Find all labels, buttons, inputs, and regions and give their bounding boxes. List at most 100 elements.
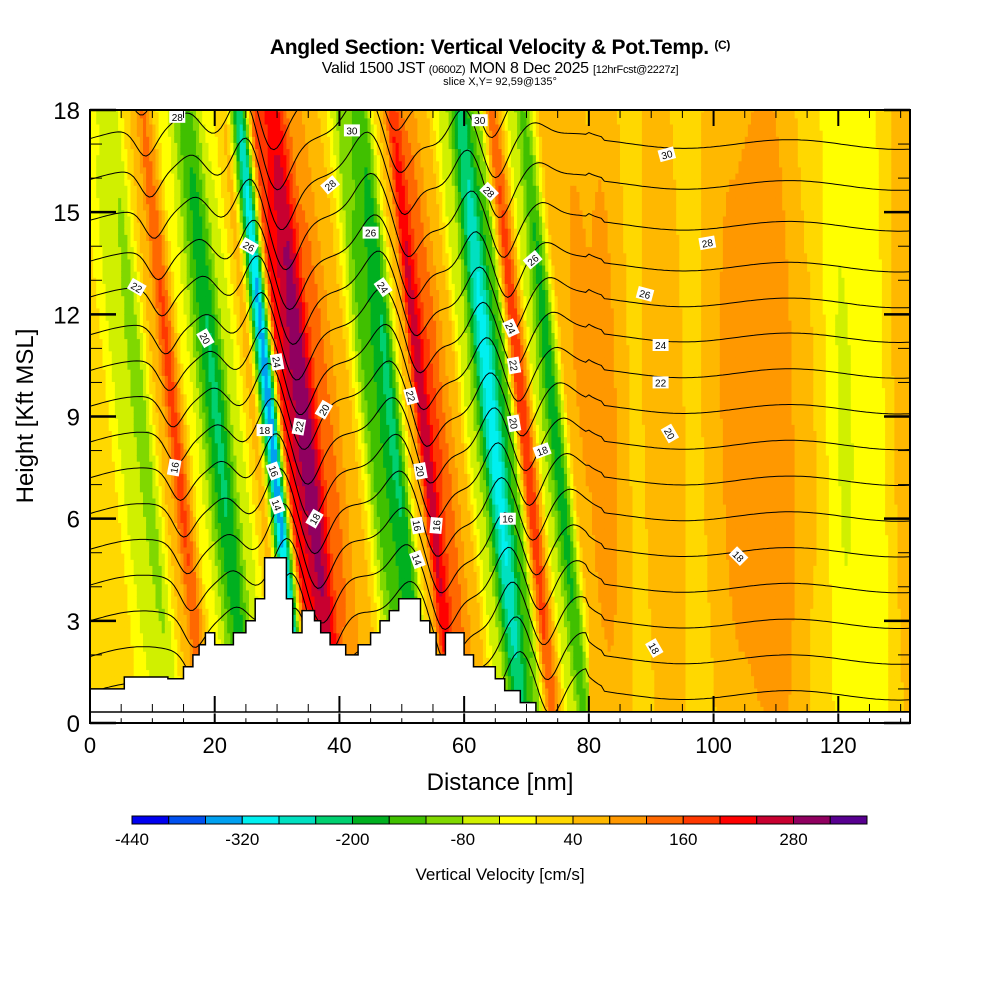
velocity-cell xyxy=(168,179,172,186)
velocity-cell xyxy=(149,167,153,174)
velocity-cell xyxy=(96,149,100,156)
velocity-cell xyxy=(202,253,206,260)
velocity-cell xyxy=(168,590,172,597)
velocity-cell xyxy=(115,118,119,125)
velocity-cell xyxy=(149,290,153,297)
velocity-cell xyxy=(218,486,222,493)
velocity-cell xyxy=(237,308,241,315)
velocity-cell xyxy=(237,492,241,499)
velocity-cell xyxy=(202,572,206,579)
velocity-cell xyxy=(237,541,241,548)
velocity-cell xyxy=(131,670,135,677)
velocity-cell xyxy=(218,633,222,640)
velocity-cell xyxy=(168,572,172,579)
velocity-cell xyxy=(96,498,100,505)
velocity-cell xyxy=(218,602,222,609)
velocity-cell xyxy=(96,388,100,395)
velocity-cell xyxy=(202,424,206,431)
velocity-cell xyxy=(218,516,222,523)
velocity-cell xyxy=(202,602,206,609)
velocity-cell xyxy=(96,259,100,266)
velocity-cell xyxy=(115,265,119,272)
velocity-cell xyxy=(168,155,172,162)
velocity-cell xyxy=(96,124,100,131)
velocity-cell xyxy=(131,614,135,621)
velocity-cell xyxy=(184,621,188,628)
velocity-cell xyxy=(202,565,206,572)
velocity-cell xyxy=(168,651,172,658)
velocity-cell xyxy=(218,412,222,419)
velocity-cell xyxy=(115,639,119,646)
velocity-cell xyxy=(202,112,206,119)
velocity-cell xyxy=(237,480,241,487)
velocity-cell xyxy=(149,510,153,517)
velocity-cell xyxy=(168,559,172,566)
velocity-cell xyxy=(184,522,188,529)
velocity-cell xyxy=(237,608,241,615)
velocity-cell xyxy=(237,265,241,272)
velocity-cell xyxy=(96,449,100,456)
velocity-cell xyxy=(237,424,241,431)
velocity-cell xyxy=(218,204,222,211)
velocity-cell xyxy=(96,553,100,560)
velocity-cell xyxy=(218,265,222,272)
velocity-cell xyxy=(168,381,172,388)
velocity-cell xyxy=(202,369,206,376)
velocity-cell xyxy=(131,443,135,450)
velocity-cell xyxy=(168,339,172,346)
velocity-cell xyxy=(115,283,119,290)
velocity-cell xyxy=(149,130,153,137)
velocity-cell xyxy=(184,277,188,284)
velocity-cell xyxy=(218,240,222,247)
velocity-cell xyxy=(96,461,100,468)
velocity-cell xyxy=(115,271,119,278)
velocity-cell xyxy=(131,627,135,634)
velocity-cell xyxy=(184,565,188,572)
velocity-cell xyxy=(218,112,222,119)
velocity-cell xyxy=(115,216,119,223)
velocity-cell xyxy=(237,498,241,505)
velocity-cell xyxy=(115,449,119,456)
velocity-cell xyxy=(131,345,135,352)
velocity-cell xyxy=(115,240,119,247)
velocity-cell xyxy=(218,155,222,162)
velocity-cell xyxy=(115,443,119,450)
velocity-cell xyxy=(202,608,206,615)
velocity-cell xyxy=(149,535,153,542)
velocity-cell xyxy=(96,265,100,272)
velocity-cell xyxy=(149,602,153,609)
velocity-cell xyxy=(115,461,119,468)
velocity-cell xyxy=(149,627,153,634)
velocity-cell xyxy=(202,247,206,254)
velocity-cell xyxy=(149,228,153,235)
velocity-cell xyxy=(131,473,135,480)
velocity-cell xyxy=(149,357,153,364)
velocity-cell xyxy=(184,161,188,168)
velocity-cell xyxy=(115,259,119,266)
velocity-cell xyxy=(218,473,222,480)
velocity-cell xyxy=(237,559,241,566)
velocity-cell xyxy=(96,118,100,125)
velocity-cell xyxy=(218,381,222,388)
velocity-cell xyxy=(115,296,119,303)
velocity-cell xyxy=(184,480,188,487)
velocity-cell xyxy=(168,431,172,438)
velocity-cell xyxy=(149,504,153,511)
velocity-cell xyxy=(218,339,222,346)
velocity-cell xyxy=(168,437,172,444)
velocity-cell xyxy=(96,369,100,376)
velocity-cell xyxy=(237,118,241,125)
velocity-cell xyxy=(168,130,172,137)
velocity-cell xyxy=(184,431,188,438)
velocity-cell xyxy=(184,265,188,272)
velocity-cell xyxy=(131,228,135,235)
velocity-cell xyxy=(115,584,119,591)
velocity-cell xyxy=(96,302,100,309)
velocity-cell xyxy=(149,400,153,407)
velocity-cell xyxy=(237,455,241,462)
velocity-cell xyxy=(218,559,222,566)
velocity-cell xyxy=(218,400,222,407)
velocity-cell xyxy=(202,584,206,591)
velocity-cell xyxy=(237,565,241,572)
velocity-cell xyxy=(237,357,241,364)
